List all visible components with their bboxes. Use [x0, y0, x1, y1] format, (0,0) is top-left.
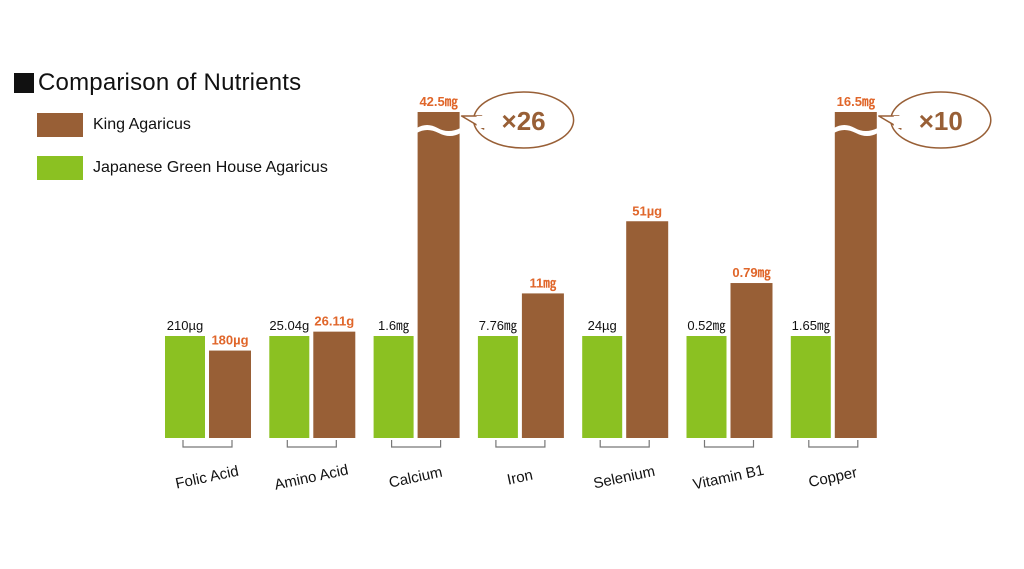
bar-green-selenium — [582, 336, 623, 438]
bracket-calcium — [391, 440, 442, 448]
value-label-green-copper: 1.65㎎ — [792, 318, 830, 334]
value-label-king-folic-acid: 180µg — [211, 333, 248, 348]
value-label-green-amino-acid: 25.04g — [269, 318, 309, 333]
bar-king-folic-acid — [209, 350, 251, 438]
value-label-green-iron: 7.76㎎ — [479, 318, 517, 334]
value-label-green-vitamin-b1: 0.52㎎ — [687, 318, 725, 334]
axis-break-copper — [833, 125, 878, 136]
bar-green-vitamin-b1 — [686, 336, 727, 438]
legend-item-green-house-agaricus: Japanese Green House Agaricus — [37, 156, 328, 180]
value-label-green-calcium: 1.6㎎ — [378, 318, 409, 334]
bar-king-copper — [834, 112, 877, 438]
bar-king-amino-acid — [313, 331, 356, 438]
bar-green-iron — [477, 336, 518, 438]
value-label-green-selenium: 24µg — [588, 318, 617, 333]
value-label-king-selenium: 51µg — [632, 203, 662, 218]
callout-text-calcium: ×26 — [502, 106, 546, 136]
bracket-amino-acid — [286, 440, 337, 448]
chart-title: Comparison of Nutrients — [14, 68, 301, 98]
value-label-king-copper: 16.5㎎ — [837, 94, 875, 111]
value-label-king-calcium: 42.5㎎ — [419, 94, 457, 111]
value-label-green-folic-acid: 210µg — [167, 318, 203, 333]
bracket-copper — [808, 440, 859, 448]
bar-king-calcium — [417, 112, 460, 438]
bracket-folic-acid — [182, 440, 233, 448]
legend-label-king: King Agaricus — [93, 116, 191, 133]
category-label-iron: Iron — [506, 467, 535, 489]
category-label-amino-acid: Amino Acid — [273, 461, 350, 493]
value-label-king-iron: 11㎎ — [530, 275, 557, 292]
value-label-king-amino-acid: 26.11g — [314, 314, 354, 329]
bar-green-copper — [790, 336, 831, 438]
category-label-selenium: Selenium — [592, 463, 657, 493]
bracket-iron — [495, 440, 546, 448]
bracket-selenium — [599, 440, 650, 448]
bar-green-calcium — [373, 336, 414, 438]
category-label-calcium: Calcium — [387, 464, 444, 492]
category-label-vitamin-b1: Vitamin B1 — [691, 462, 765, 494]
bracket-vitamin-b1 — [703, 440, 755, 448]
bar-king-iron — [521, 293, 564, 438]
bar-king-selenium — [626, 221, 669, 438]
value-label-king-vitamin-b1: 0.79㎎ — [732, 265, 770, 282]
legend-swatch-green — [37, 156, 83, 180]
axis-break-calcium — [416, 125, 461, 136]
category-label-folic-acid: Folic Acid — [174, 463, 240, 493]
callout-text-copper: ×10 — [919, 106, 963, 136]
category-label-copper: Copper — [807, 464, 859, 491]
title-square-icon — [14, 73, 34, 93]
callout-tail-mask-calcium — [476, 116, 487, 128]
bar-king-vitamin-b1 — [730, 283, 773, 438]
bar-green-amino-acid — [269, 336, 310, 438]
legend-item-king-agaricus: King Agaricus — [37, 113, 191, 137]
callout-tail-mask-copper — [893, 116, 904, 128]
chart-title-text: Comparison of Nutrients — [38, 69, 302, 96]
legend-swatch-king — [37, 113, 83, 137]
bar-green-folic-acid — [165, 336, 205, 438]
legend-label-green: Japanese Green House Agaricus — [93, 159, 328, 176]
